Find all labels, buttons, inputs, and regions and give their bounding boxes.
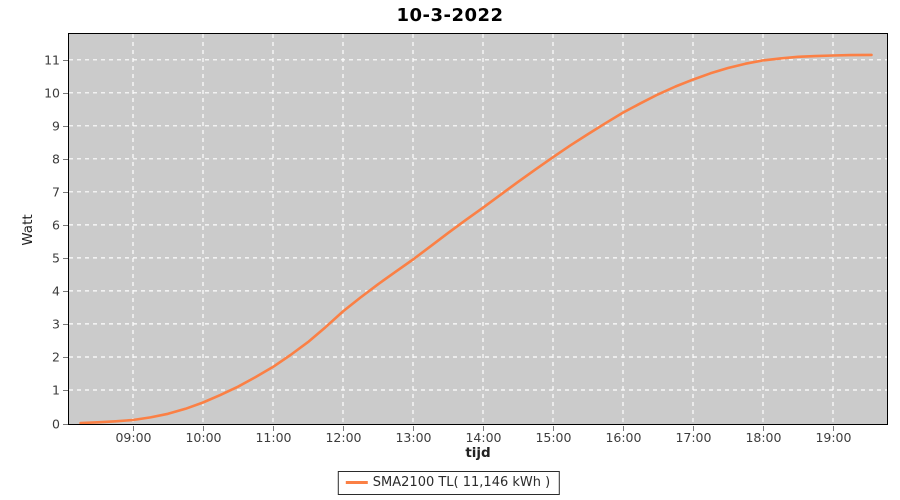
y-tick-label: 1 [52, 382, 60, 398]
y-tick-mark [63, 357, 68, 359]
x-tick-label: 11:00 [255, 430, 292, 445]
y-tick-mark [63, 159, 68, 161]
y-tick-label: 9 [52, 118, 60, 134]
x-tick-label: 19:00 [815, 430, 852, 445]
y-tick-label: 10 [44, 85, 60, 101]
x-tick-mark [833, 426, 835, 431]
legend-line-swatch [345, 481, 368, 484]
x-tick-mark [763, 426, 765, 431]
y-tick-mark [63, 60, 68, 62]
x-tick-mark [413, 426, 415, 431]
plot-area [68, 33, 888, 425]
plot-canvas [69, 34, 887, 424]
x-tick-label: 13:00 [395, 430, 432, 445]
y-tick-mark [63, 291, 68, 293]
y-tick-label: 8 [52, 151, 60, 167]
y-tick-label: 7 [52, 184, 60, 200]
x-tick-label: 09:00 [115, 430, 152, 445]
y-tick-label: 5 [52, 250, 60, 266]
y-tick-mark [63, 324, 68, 326]
y-tick-label: 0 [52, 416, 60, 431]
y-tick-label: 11 [44, 52, 60, 68]
x-tick-label: 10:00 [185, 430, 222, 445]
y-tick-label: 2 [52, 349, 60, 365]
y-tick-mark [63, 390, 68, 392]
y-tick-label: 6 [52, 217, 60, 233]
x-tick-label: 12:00 [325, 430, 362, 445]
y-tick-label: 3 [52, 316, 60, 332]
x-tick-mark [133, 426, 135, 431]
y-tick-label: 4 [52, 283, 60, 299]
x-tick-label: 15:00 [535, 430, 572, 445]
x-axis-title: tijd [465, 445, 491, 461]
y-tick-mark [63, 192, 68, 194]
y-tick-mark [63, 93, 68, 95]
x-tick-label: 16:00 [605, 430, 642, 445]
y-tick-mark [63, 126, 68, 128]
y-tick-mark [63, 423, 68, 425]
series-line [79, 53, 873, 424]
legend-box: SMA2100 TL( 11,146 kWh ) [337, 471, 561, 495]
x-tick-mark [693, 426, 695, 431]
y-tick-mark [63, 225, 68, 227]
x-tick-mark [483, 426, 485, 431]
y-tick-mark [63, 258, 68, 260]
x-tick-label: 14:00 [465, 430, 502, 445]
x-tick-mark [553, 426, 555, 431]
x-tick-label: 17:00 [675, 430, 712, 445]
chart-title: 10-3-2022 [396, 5, 504, 26]
legend-series-label: SMA2100 TL( 11,146 kWh ) [372, 475, 551, 490]
x-tick-label: 18:00 [745, 430, 782, 445]
x-tick-mark [203, 426, 205, 431]
y-axis-title: Watt [20, 214, 36, 246]
x-tick-mark [623, 426, 625, 431]
x-tick-mark [343, 426, 345, 431]
grid-lines [69, 34, 887, 424]
x-tick-mark [273, 426, 275, 431]
